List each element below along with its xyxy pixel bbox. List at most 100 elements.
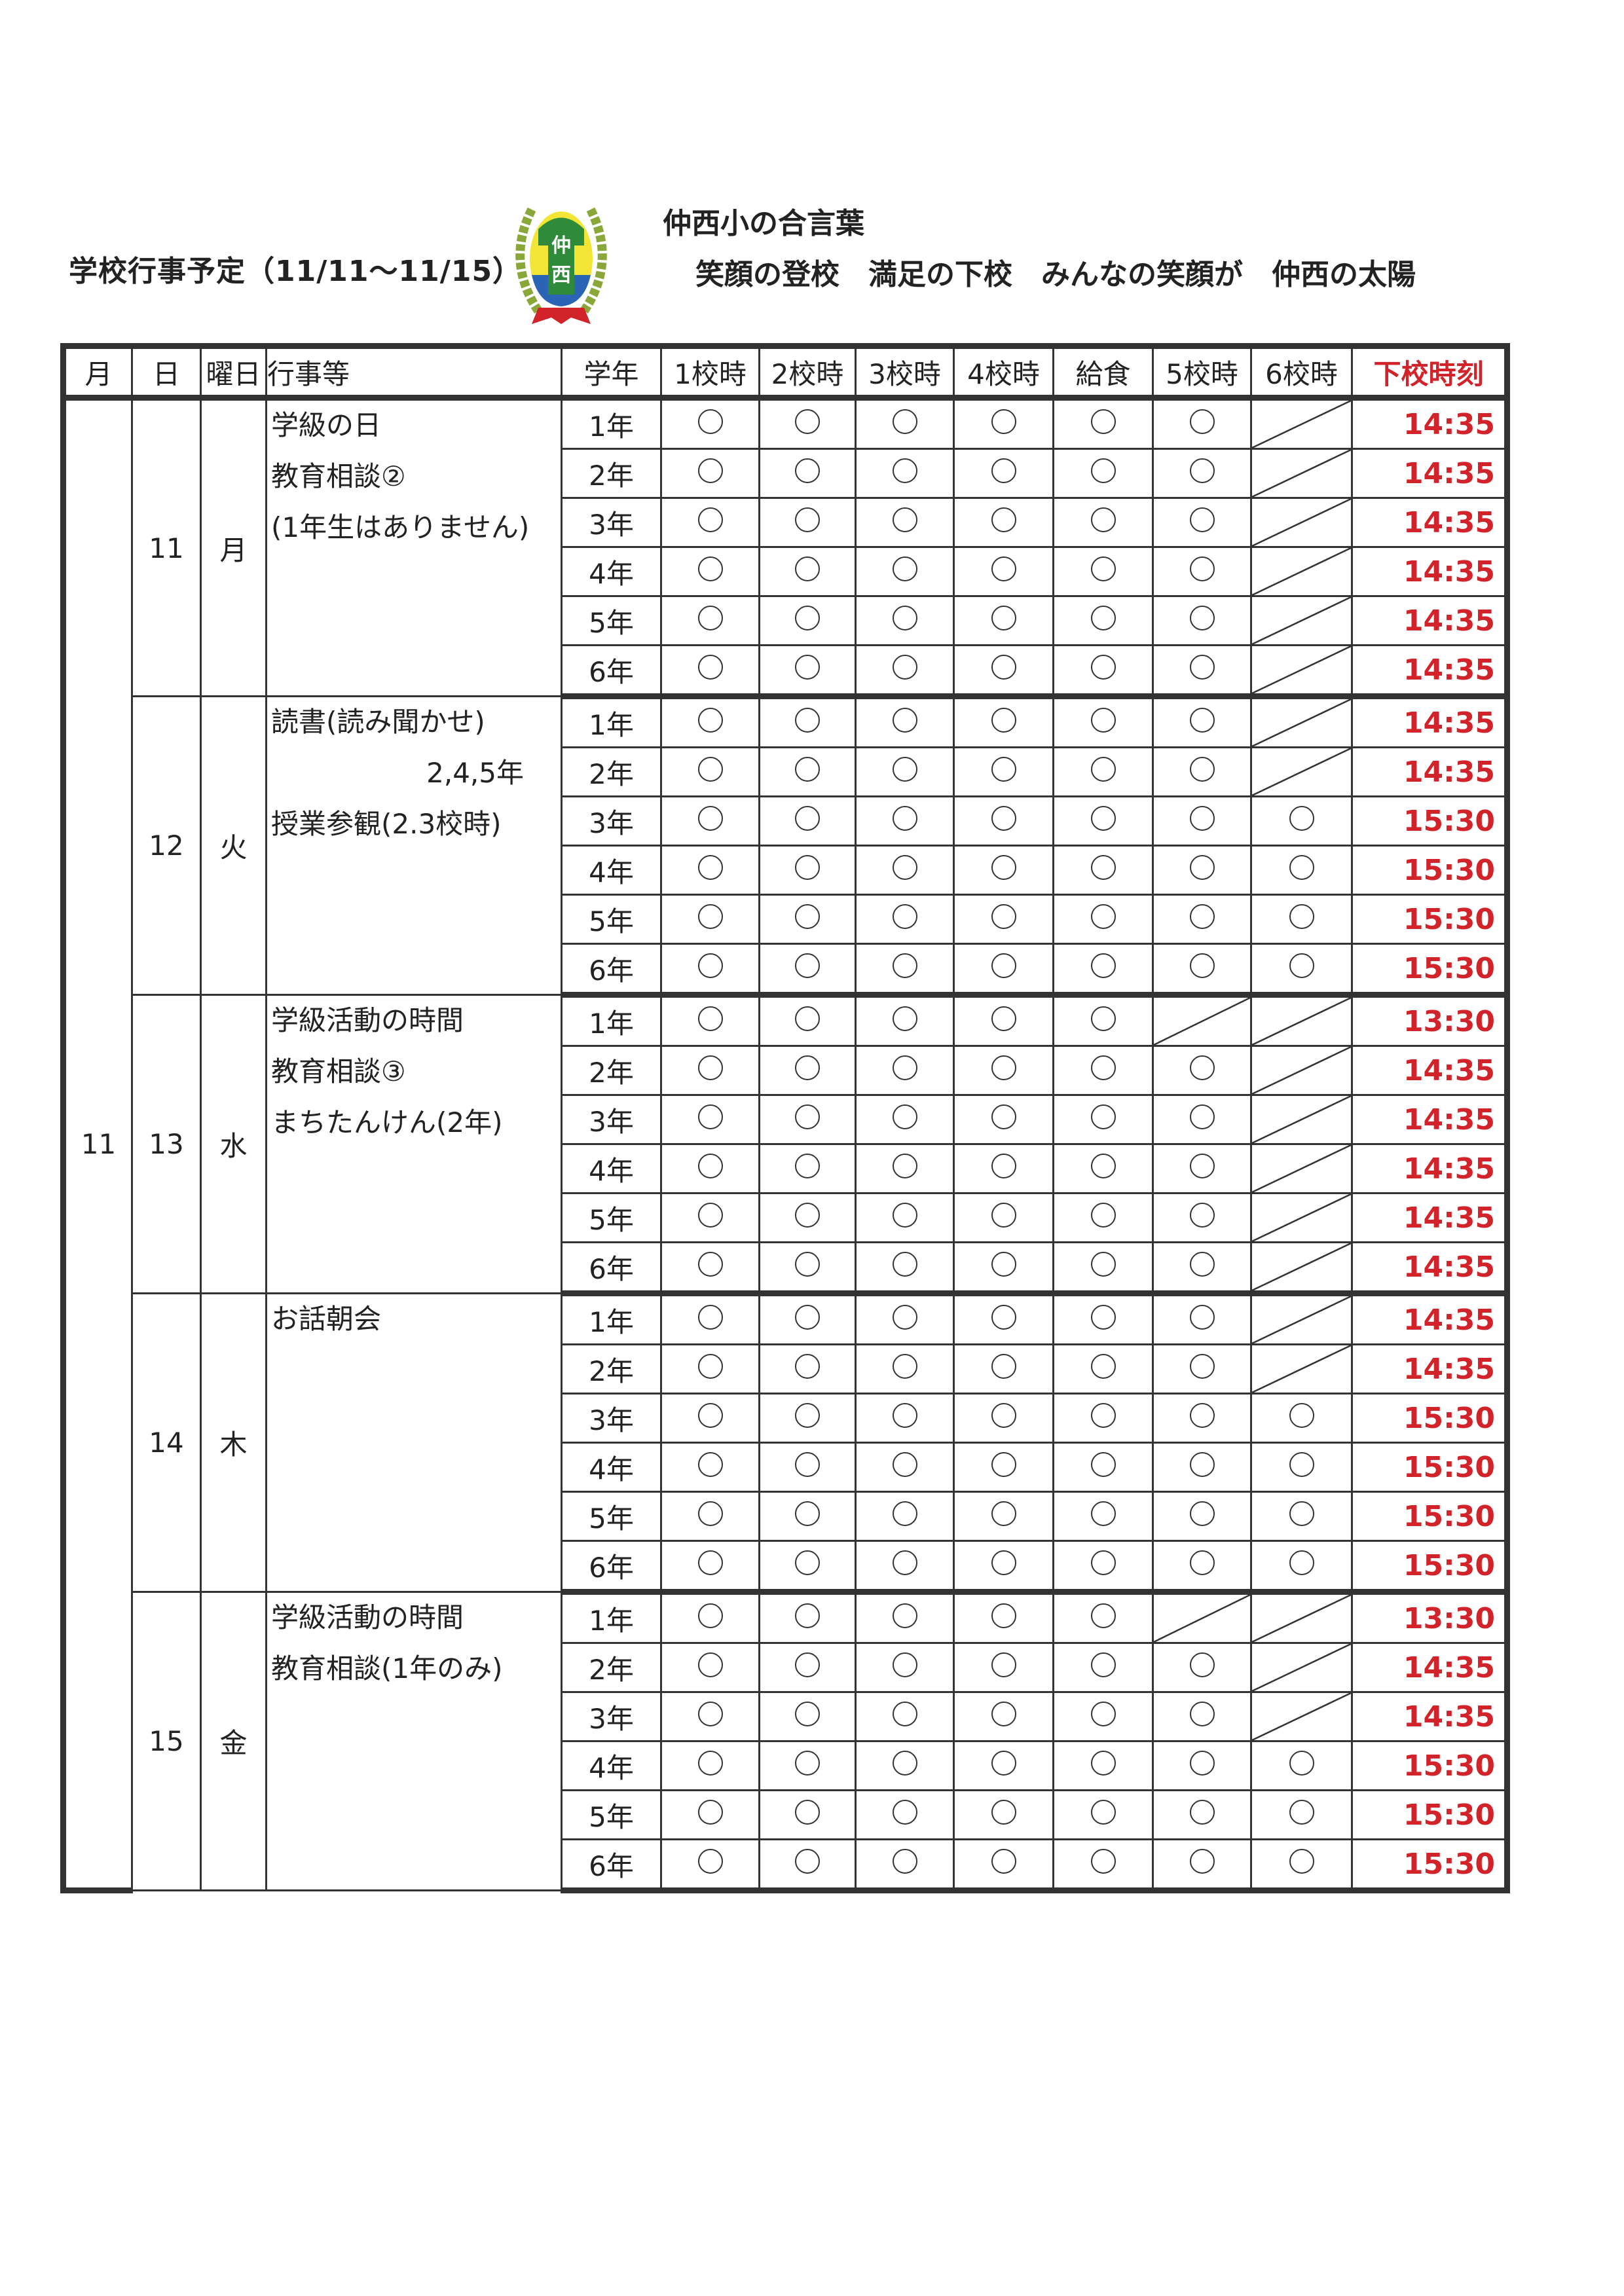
grade-cell: 1年: [561, 1591, 662, 1644]
class-held-cell: [1052, 1143, 1154, 1194]
circle-mark: [892, 1603, 917, 1628]
circle-mark: [892, 1251, 917, 1277]
class-held-cell: [1052, 1094, 1154, 1145]
class-held-cell: [953, 397, 1054, 450]
circle-mark: [697, 1153, 723, 1178]
event-item: まちたんけん(2年): [271, 1106, 503, 1139]
no-class-slash-cell: [1152, 1591, 1252, 1644]
class-held-cell: [855, 644, 955, 699]
class-held-cell: [1152, 1642, 1252, 1693]
circle-mark: [795, 1055, 820, 1080]
circle-mark: [697, 1848, 723, 1874]
circle-mark: [892, 1055, 917, 1080]
circle-mark: [1090, 1848, 1116, 1874]
class-held-cell: [660, 1192, 760, 1243]
class-held-cell: [758, 746, 857, 797]
circle-mark: [991, 458, 1016, 483]
weekday-cell: 火: [200, 695, 267, 996]
circle-mark: [795, 1251, 820, 1277]
table-row: 5年 14:35: [64, 595, 1510, 646]
class-held-cell: [855, 1789, 955, 1840]
slash-mark: [1252, 646, 1351, 693]
class-held-cell: [953, 845, 1054, 896]
class-held-cell: [953, 746, 1054, 797]
table-row: 3年 15:30: [64, 1393, 1510, 1444]
circle-mark: [1189, 1104, 1215, 1129]
table-row: 5年 14:35: [64, 1192, 1510, 1243]
circle-mark: [991, 756, 1016, 782]
class-held-cell: [1152, 1540, 1252, 1595]
slash-mark: [1252, 1047, 1351, 1094]
table-row: 3年 14:35: [64, 1094, 1510, 1145]
class-held-cell: [1250, 894, 1353, 945]
class-held-cell: [1152, 695, 1252, 748]
dismissal-time-cell: 14:35: [1351, 1143, 1510, 1194]
class-held-cell: [1052, 1292, 1154, 1345]
class-held-cell: [758, 845, 857, 896]
class-held-cell: [758, 397, 857, 450]
class-held-cell: [1052, 1393, 1154, 1444]
circle-mark: [1289, 805, 1314, 831]
event-item: 学級活動の時間: [271, 1004, 464, 1036]
table-row: 6年 15:30: [64, 943, 1510, 998]
circle-mark: [1189, 1652, 1215, 1677]
class-held-cell: [953, 1491, 1054, 1542]
dismissal-time-cell: 15:30: [1351, 1540, 1510, 1595]
class-held-cell: [953, 1740, 1054, 1791]
circle-mark: [1189, 1202, 1215, 1228]
grade-cell: 2年: [561, 1642, 662, 1693]
dismissal-time-cell: 14:35: [1351, 397, 1510, 450]
class-held-cell: [660, 1241, 760, 1296]
class-held-cell: [855, 1442, 955, 1493]
class-held-cell: [855, 1393, 955, 1444]
class-held-cell: [953, 1045, 1054, 1096]
circle-mark: [1189, 1701, 1215, 1726]
class-held-cell: [758, 1838, 857, 1893]
table-row: 15 金学級活動の時間 教育相談(1年のみ) 1年 13:30: [64, 1591, 1510, 1891]
motto-phrase: 仲西の太陽: [1272, 258, 1416, 291]
circle-mark: [697, 1006, 723, 1031]
column-header: 3校時: [855, 343, 955, 401]
class-held-cell: [855, 1045, 955, 1096]
circle-mark: [991, 1402, 1016, 1428]
class-held-cell: [660, 546, 760, 597]
circle-mark: [795, 1501, 820, 1526]
class-held-cell: [1152, 595, 1252, 646]
circle-mark: [991, 903, 1016, 929]
grade-cell: 6年: [561, 1540, 662, 1595]
circle-mark: [697, 1104, 723, 1129]
month-cell: 11: [60, 397, 133, 1893]
circle-mark: [991, 953, 1016, 978]
class-held-cell: [1052, 1045, 1154, 1096]
class-held-cell: [1152, 1292, 1252, 1345]
circle-mark: [795, 1799, 820, 1825]
class-held-cell: [758, 595, 857, 646]
day-cell: 12: [131, 695, 202, 996]
circle-mark: [1090, 654, 1116, 680]
circle-mark: [697, 1701, 723, 1726]
class-held-cell: [1250, 943, 1353, 998]
grade-cell: 6年: [561, 644, 662, 699]
circle-mark: [1189, 1304, 1215, 1330]
table-row: 3年 14:35: [64, 497, 1510, 548]
class-held-cell: [1250, 1393, 1353, 1444]
slash-mark: [1154, 1595, 1250, 1642]
class-held-cell: [758, 1094, 857, 1145]
class-held-cell: [758, 1045, 857, 1096]
class-held-cell: [758, 1491, 857, 1542]
circle-mark: [795, 1848, 820, 1874]
class-held-cell: [758, 497, 857, 548]
dismissal-time-cell: 14:35: [1351, 1292, 1510, 1345]
class-held-cell: [855, 894, 955, 945]
column-header: 4校時: [953, 343, 1054, 401]
class-held-cell: [758, 1292, 857, 1345]
circle-mark: [795, 1603, 820, 1628]
class-held-cell: [953, 497, 1054, 548]
grade-cell: 2年: [561, 1343, 662, 1394]
svg-text:仲: 仲: [551, 234, 571, 257]
circle-mark: [697, 854, 723, 880]
class-held-cell: [758, 795, 857, 847]
circle-mark: [1090, 458, 1116, 483]
circle-mark: [1090, 1153, 1116, 1178]
circle-mark: [892, 1402, 917, 1428]
